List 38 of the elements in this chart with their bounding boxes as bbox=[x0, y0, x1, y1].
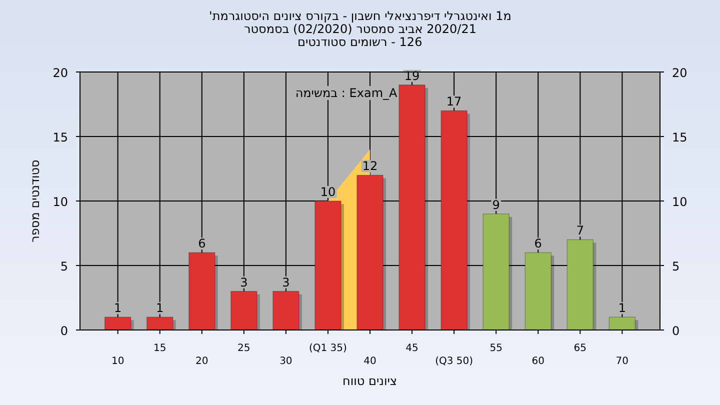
x-tick-label: 70 bbox=[616, 356, 629, 367]
x-tick-label: 20 bbox=[196, 356, 208, 367]
data-label: 1 bbox=[114, 301, 122, 316]
x-tick-label: (Q3 50) bbox=[435, 356, 474, 367]
y-tick-label: 5 bbox=[60, 260, 68, 274]
data-label: 3 bbox=[240, 275, 248, 290]
y-axis-title: מספר סטודנטים bbox=[28, 160, 42, 242]
x-tick-label: 30 bbox=[280, 356, 292, 367]
x-tick-label: 45 bbox=[406, 343, 418, 354]
y-tick-label: 20 bbox=[52, 66, 68, 80]
data-label: 12 bbox=[362, 159, 378, 174]
x-tick-label: 10 bbox=[111, 356, 124, 367]
data-label: 10 bbox=[320, 185, 336, 199]
data-label: 6 bbox=[534, 236, 542, 251]
data-label: 7 bbox=[576, 224, 584, 238]
x-tick-label: (Q1 35) bbox=[308, 343, 348, 354]
data-label: 17 bbox=[446, 94, 462, 109]
y-tick-label: 0 bbox=[60, 324, 68, 338]
x-tick-label: 60 bbox=[532, 356, 544, 367]
data-label: 9 bbox=[492, 198, 500, 212]
y-tick-label: 15 bbox=[52, 130, 68, 144]
x-tick-label: 65 bbox=[574, 343, 587, 354]
x-tick-label: 15 bbox=[153, 343, 166, 354]
x-tick-label: 40 bbox=[364, 356, 376, 367]
y2-tick-label: 5 bbox=[672, 260, 680, 274]
y-tick-label: 10 bbox=[52, 195, 68, 209]
y2-tick-label: 0 bbox=[672, 324, 680, 338]
x-tick-label: 25 bbox=[238, 343, 250, 354]
chart-title: 'היסטוגרמת ציונים בקורס - חשבון דיפרנציאלי ואינטגרלי 1מ bbox=[209, 9, 512, 23]
data-label: 1 bbox=[618, 301, 626, 316]
data-label: 3 bbox=[282, 275, 290, 290]
data-label: 1 bbox=[156, 301, 164, 316]
x-axis-title: טווח ציונים bbox=[342, 374, 398, 388]
x-tick-label: 55 bbox=[490, 343, 502, 354]
data-label: 6 bbox=[198, 236, 206, 251]
y2-tick-label: 15 bbox=[672, 130, 688, 144]
y2-tick-label: 20 bbox=[672, 66, 688, 80]
y2-tick-label: 10 bbox=[672, 195, 688, 209]
